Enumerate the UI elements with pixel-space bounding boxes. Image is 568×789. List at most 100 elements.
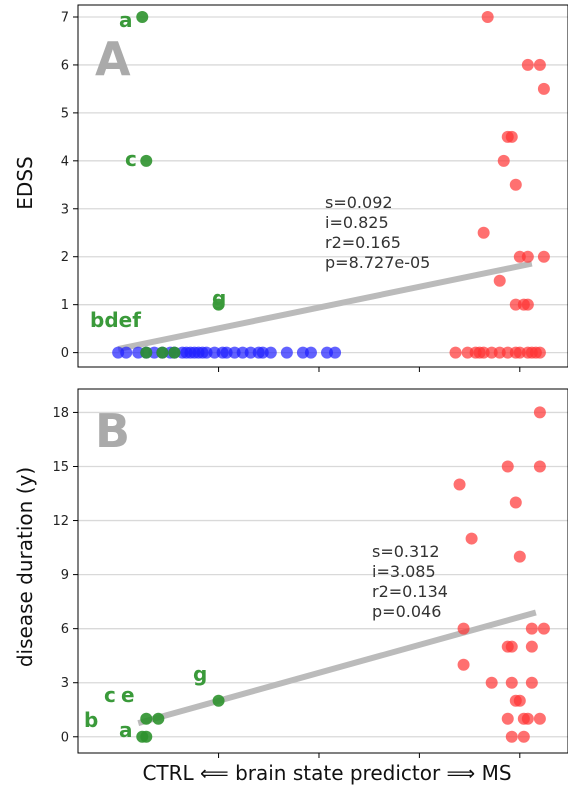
panel-a-fit-line — [117, 260, 533, 352]
panel-b-label-b: b — [84, 708, 98, 732]
panel-a-stat-p: p=8.727e-05 — [325, 253, 430, 272]
panel-b-ms-point — [505, 640, 518, 653]
panel-b-fit-line — [137, 609, 537, 726]
panel-b-outlier-point — [140, 712, 153, 725]
panel-a-label-g: g — [212, 286, 226, 310]
panel-a-outlier-point — [212, 298, 225, 311]
panel-a-stat-r2: r2=0.165 — [325, 233, 401, 252]
panel-b-label-c: c — [104, 683, 116, 707]
panel-a-y-ticks: 0 1 2 3 4 5 6 7 — [61, 10, 78, 361]
panel-b-ms-point — [533, 406, 546, 419]
panel-a-outlier-point — [140, 346, 153, 359]
panel-a-points — [112, 10, 550, 359]
panel-a-outlier-point — [136, 10, 149, 23]
panel-b-ms-point — [525, 622, 538, 635]
panel-b-ms-point — [533, 460, 546, 473]
panel-b-y-tick-label: 15 — [52, 460, 69, 475]
panel-b-stat-slope: s=0.312 — [372, 542, 440, 561]
panel-a-outlier-point — [168, 346, 181, 359]
panel-a-y-tick-label: 3 — [61, 202, 69, 217]
panel-a: 0 1 2 3 4 5 6 7 A EDSS s=0.092 i=0.825 r2=0.165… — [13, 4, 568, 372]
panel-a-y-axis-title: EDSS — [13, 156, 37, 209]
panel-a-ms-point — [497, 154, 510, 167]
panel-a-ms-point — [493, 274, 506, 287]
panel-b-label-a: a — [119, 718, 133, 742]
panel-b-ms-point — [509, 496, 522, 509]
panel-b-fit-line-group — [137, 609, 537, 726]
panel-a-label-a: a — [119, 8, 133, 32]
panel-a-ms-point — [537, 82, 550, 95]
panel-a-ctrl-point — [120, 346, 133, 359]
panel-a-ctrl-point — [304, 346, 317, 359]
panel-a-ms-point — [509, 178, 522, 191]
panel-b-ms-point — [501, 712, 514, 725]
panel-a-outlier-point — [140, 154, 153, 167]
panel-b-ms-point — [465, 532, 478, 545]
panel-b-ms-point — [485, 676, 498, 689]
panel-b-ms-point — [525, 676, 538, 689]
panel-a-fit-line-group — [117, 260, 533, 352]
panel-b-ms-point — [453, 478, 466, 491]
panel-b-ms-point — [457, 622, 470, 635]
panel-a-y-tick-label: 1 — [61, 298, 69, 313]
panel-b-ms-point — [505, 676, 518, 689]
panel-a-ms-point — [521, 250, 534, 263]
panel-b-ms-point — [513, 550, 526, 563]
panel-b-ms-point — [537, 622, 550, 635]
panel-b-ms-point — [501, 460, 514, 473]
panel-b-y-ticks: 0 3 6 9 12 15 18 — [52, 406, 78, 745]
panel-a-y-tick-label: 4 — [61, 154, 69, 169]
panel-a-y-tick-label: 7 — [61, 10, 69, 25]
panel-a-outlier-point — [156, 346, 169, 359]
panel-a-ms-point — [477, 226, 490, 239]
panel-a-label-c: c — [125, 147, 137, 171]
panel-a-ms-point — [521, 298, 534, 311]
panel-a-ms-point — [521, 58, 534, 71]
panel-b-plot-frame — [77, 388, 568, 754]
panel-a-letter: A — [95, 32, 131, 86]
panel-a-ms-point — [533, 58, 546, 71]
panel-a-y-tick-label: 5 — [61, 106, 69, 121]
panel-a-ms-point — [505, 130, 518, 143]
panel-b-ms-point — [525, 640, 538, 653]
panel-b-y-tick-label: 12 — [52, 514, 69, 529]
panel-b-outlier-point — [152, 712, 165, 725]
panel-b-y-tick-label: 0 — [61, 730, 69, 745]
panel-b-label-e: e — [121, 683, 135, 707]
panel-a-label-bdef: bdef — [90, 308, 141, 332]
panel-a-stat-slope: s=0.092 — [325, 193, 393, 212]
panel-a-y-tick-label: 6 — [61, 58, 69, 73]
panel-a-y-tick-label: 2 — [61, 250, 69, 265]
panel-b-y-tick-label: 9 — [61, 568, 69, 583]
panel-a-gridlines — [78, 16, 568, 354]
panel-a-x-ticks — [218, 367, 521, 372]
panel-b-label-g: g — [193, 662, 207, 686]
panel-b-x-ticks — [218, 753, 521, 758]
panel-b-y-axis-title: disease duration (y) — [13, 467, 37, 667]
panel-b-y-tick-label: 18 — [52, 406, 69, 421]
panel-b-stat-r2: r2=0.134 — [372, 582, 448, 601]
panel-a-ms-point — [533, 346, 546, 359]
panel-b-stat-p: p=0.046 — [372, 602, 441, 621]
x-axis-title: CTRL ⟸ brain state predictor ⟹ MS — [142, 761, 511, 785]
panel-a-ctrl-point — [264, 346, 277, 359]
panel-a-ms-point — [537, 250, 550, 263]
panel-b-ms-point — [533, 712, 546, 725]
panel-a-ms-point — [481, 10, 494, 23]
panel-b-ms-point — [505, 730, 518, 743]
panel-b-outlier-point — [212, 694, 225, 707]
panel-b-ms-point — [457, 658, 470, 671]
panel-b-y-tick-label: 3 — [61, 676, 69, 691]
panel-a-ctrl-point — [329, 346, 342, 359]
panel-a-ms-point — [449, 346, 462, 359]
panel-b-ms-point — [521, 712, 534, 725]
panel-b-y-tick-label: 6 — [61, 622, 69, 637]
panel-a-plot-frame — [77, 4, 568, 368]
panel-b-stat-intercept: i=3.085 — [372, 562, 436, 581]
panel-a-ctrl-point — [280, 346, 293, 359]
panel-b-letter: B — [95, 404, 130, 458]
panel-b-outlier-point — [140, 730, 153, 743]
panel-a-stat-intercept: i=0.825 — [325, 213, 389, 232]
panel-b-ms-point — [513, 694, 526, 707]
